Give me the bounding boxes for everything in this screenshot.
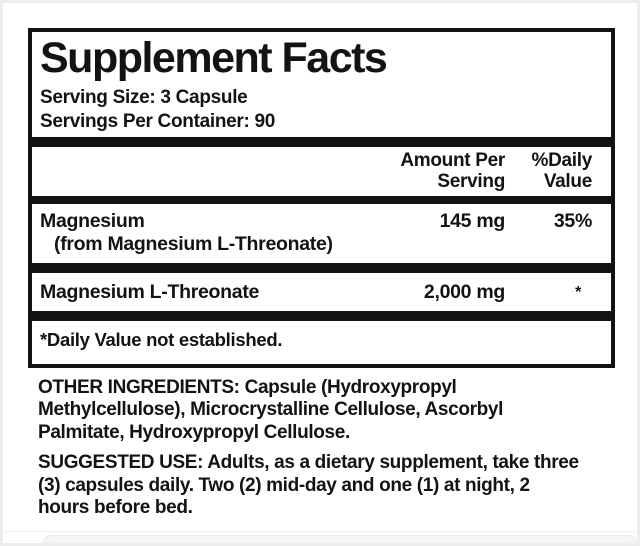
paragraph-line: OTHER INGREDIENTS: Capsule (Hydroxypropy… [38, 377, 598, 399]
photo-edge-strip [43, 535, 637, 543]
header-spacer [40, 150, 377, 192]
nutrient-amount: 145 mg [439, 209, 506, 232]
nutrient-daily-value: * [575, 283, 581, 301]
other-ingredients-paragraph: OTHER INGREDIENTS: Capsule (Hydroxypropy… [38, 377, 598, 444]
suggested-use-paragraph: SUGGESTED USE: Adults, as a dietary supp… [38, 452, 598, 519]
daily-value-header: %Daily Value [531, 149, 592, 192]
divider-bar-under-headers [32, 195, 611, 204]
amount-per-serving-header: Amount Per Serving [400, 149, 505, 192]
other-ingredients-text: Capsule (Hydroxypropyl [239, 377, 457, 398]
servings-per-container-line: Servings Per Container: 90 [40, 110, 276, 132]
nutrient-source-note: (from Magnesium L-Threonate) [54, 232, 333, 255]
paragraph-line: (3) capsules daily. Two (2) mid-day and … [38, 474, 530, 496]
serving-size-line: Serving Size: 3 Capsule [40, 86, 248, 108]
paragraph-line: SUGGESTED USE: Adults, as a dietary supp… [38, 452, 598, 474]
divider-bar-thick-top [32, 136, 611, 147]
nutrient-name: Magnesium [40, 209, 145, 232]
table-row-magnesium: Magnesium 145 mg 35% [40, 204, 603, 233]
divider-bar-bottom [32, 310, 611, 321]
suggested-use-text: Adults, as a dietary supplement, take th… [203, 452, 579, 474]
label-body-text: OTHER INGREDIENTS: Capsule (Hydroxypropy… [38, 377, 598, 519]
paragraph-line: Palmitate, Hydroxypropyl Cellulose. [38, 421, 350, 443]
nutrient-daily-value: 35% [553, 209, 592, 232]
suggested-use-label: SUGGESTED USE: [38, 452, 204, 474]
nutrient-amount: 2,000 mg [423, 280, 505, 303]
paragraph-line: hours before bed. [38, 497, 193, 519]
panel-title: Supplement Facts [40, 34, 388, 82]
nutrient-name: Magnesium L-Threonate [40, 280, 260, 303]
daily-value-footnote: *Daily Value not established. [40, 328, 283, 350]
table-row-magnesium-l-threonate: Magnesium L-Threonate 2,000 mg * [40, 273, 603, 304]
column-header-row: Amount Per Serving %Daily Value [40, 147, 603, 192]
divider-bar-mid [32, 262, 611, 273]
photo-edge-line [3, 531, 637, 532]
paragraph-line: Methylcellulose), Microcrystalline Cellu… [38, 399, 504, 421]
supplement-facts-panel: Supplement Facts Serving Size: 3 Capsule… [28, 28, 615, 368]
other-ingredients-label: OTHER INGREDIENTS: [38, 377, 240, 398]
